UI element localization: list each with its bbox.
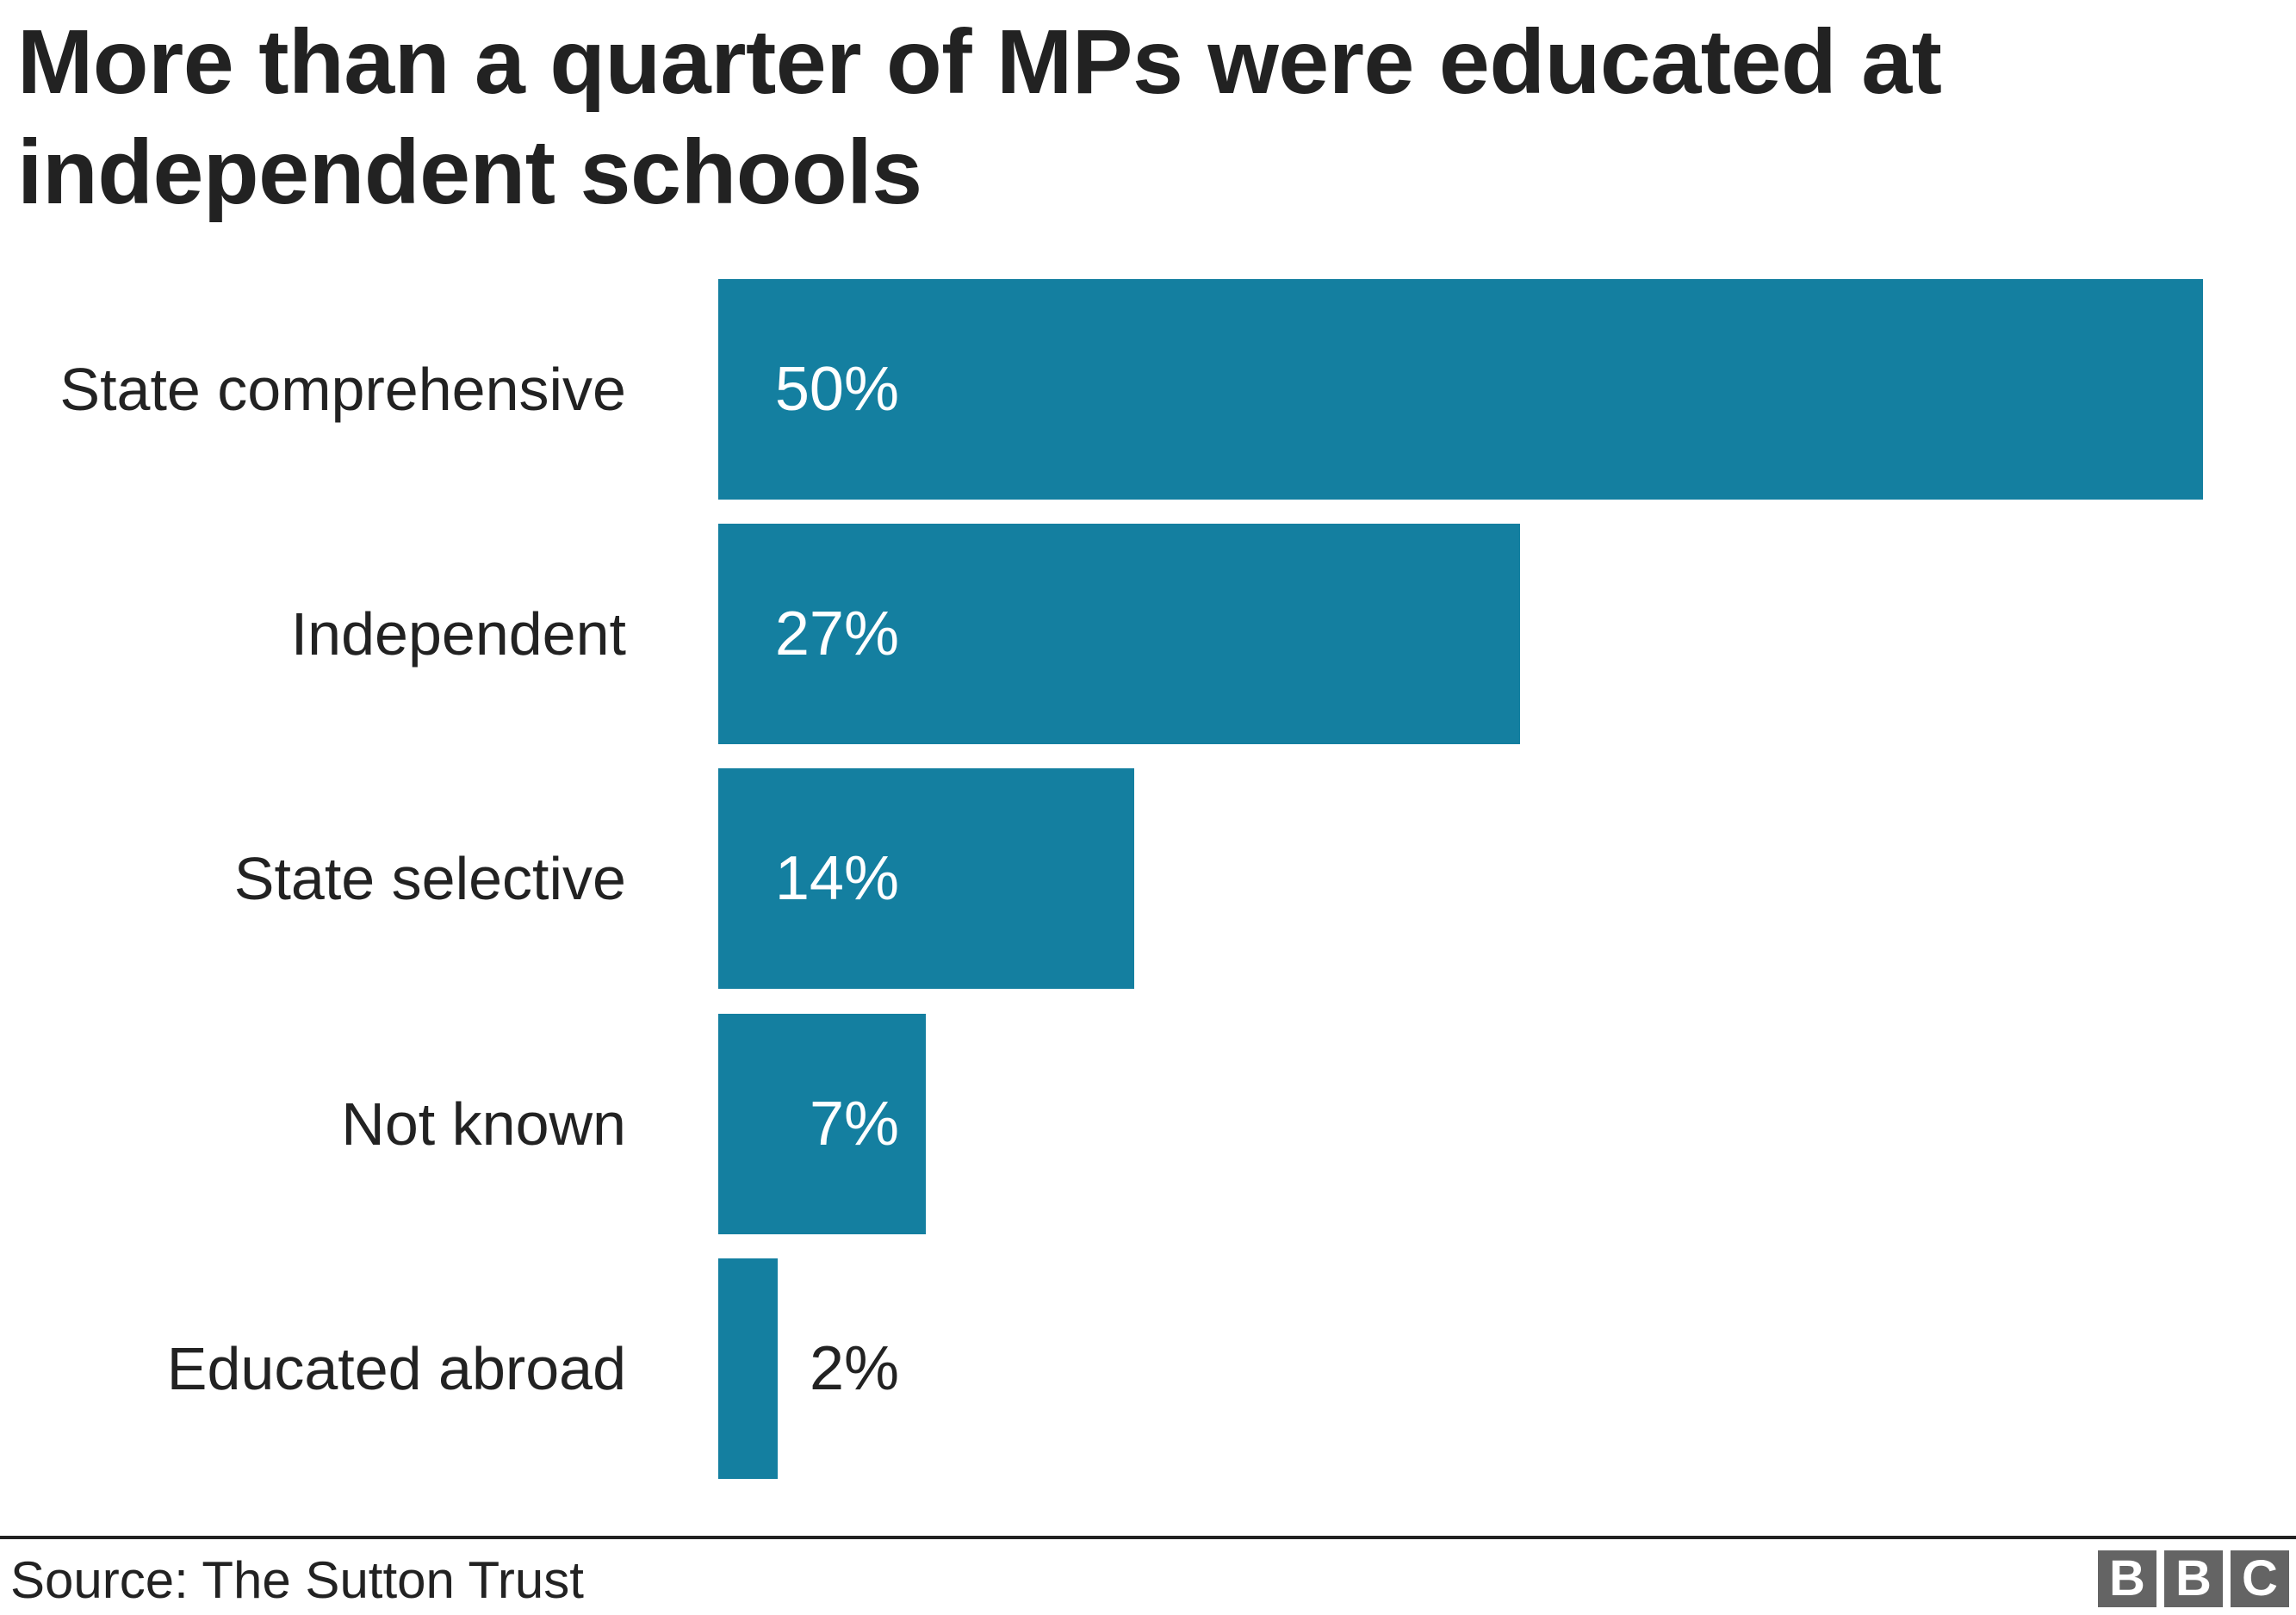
bar-row-not-known: Not known 7% (0, 1014, 2296, 1234)
category-label: Independent (290, 600, 626, 668)
bar (718, 768, 1134, 989)
value-label: 2% (809, 1334, 899, 1403)
bar-row-educated-abroad: Educated abroad 2% (0, 1258, 2296, 1479)
bar-row-state-selective: State selective 14% (0, 768, 2296, 989)
bbc-logo-letter: B (2098, 1550, 2156, 1607)
footer-divider (0, 1536, 2296, 1539)
value-label: 7% (809, 1090, 899, 1158)
bar (718, 1258, 778, 1479)
value-label: 27% (774, 599, 899, 668)
bar-row-independent: Independent 27% (0, 524, 2296, 744)
value-label: 50% (774, 355, 899, 424)
bar (718, 1014, 926, 1234)
bar-row-state-comprehensive: State comprehensive 50% (0, 279, 2296, 500)
bbc-logo-letter: B (2164, 1550, 2223, 1607)
value-label: 14% (774, 844, 899, 913)
bbc-logo: B B C (2098, 1550, 2289, 1607)
bbc-logo-letter: C (2231, 1550, 2289, 1607)
chart-title: More than a quarter of MPs were educated… (17, 11, 1942, 223)
category-label: Educated abroad (166, 1335, 626, 1402)
source-note: Source: The Sutton Trust (10, 1551, 584, 1609)
category-label: State selective (233, 845, 626, 912)
bar (718, 279, 2203, 500)
category-label: State comprehensive (59, 356, 626, 423)
category-label: Not known (341, 1090, 626, 1158)
bar (718, 524, 1520, 744)
